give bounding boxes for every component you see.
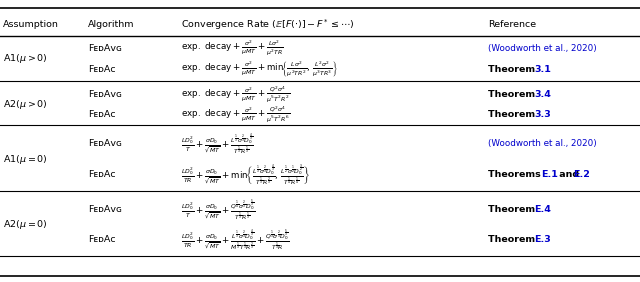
Text: 3.3: 3.3: [534, 110, 551, 118]
Text: Theorems: Theorems: [488, 170, 544, 179]
Text: Theorem: Theorem: [488, 205, 538, 214]
Text: FᴇᴅAᴄ: FᴇᴅAᴄ: [88, 170, 116, 179]
Text: A2$(\mu > 0)$: A2$(\mu > 0)$: [3, 98, 48, 111]
Text: A2$(\mu = 0)$: A2$(\mu = 0)$: [3, 218, 48, 231]
Text: A1$(\mu = 0)$: A1$(\mu = 0)$: [3, 153, 48, 166]
Text: Reference: Reference: [488, 20, 536, 29]
Text: Assumption: Assumption: [3, 20, 59, 29]
Text: E.4: E.4: [534, 205, 551, 214]
Text: $\mathrm{exp.\ decay} + \frac{\sigma^2}{\mu MT} + \min\!\left\{\frac{L\sigma^2}{: $\mathrm{exp.\ decay} + \frac{\sigma^2}{…: [181, 60, 339, 79]
Text: FᴇᴅAᴠɢ: FᴇᴅAᴠɢ: [88, 205, 122, 214]
Text: (Woodworth et al., 2020): (Woodworth et al., 2020): [488, 44, 596, 53]
Text: Theorem: Theorem: [488, 90, 538, 98]
Text: $\mathrm{exp.\ decay} + \frac{\sigma^2}{\mu MT} + \frac{Q^2\sigma^4}{\mu^5 T^2 R: $\mathrm{exp.\ decay} + \frac{\sigma^2}{…: [181, 84, 290, 104]
Text: $\mathrm{exp.\ decay} + \frac{\sigma^2}{\mu MT} + \frac{Q^2\sigma^4}{\mu^5 T^2 R: $\mathrm{exp.\ decay} + \frac{\sigma^2}{…: [181, 104, 290, 124]
Text: Theorem: Theorem: [488, 65, 538, 74]
Text: FᴇᴅAᴄ: FᴇᴅAᴄ: [88, 235, 116, 244]
Text: Algorithm: Algorithm: [88, 20, 135, 29]
Text: FᴇᴅAᴄ: FᴇᴅAᴄ: [88, 65, 116, 74]
Text: $\frac{LD_0^2}{TR} + \frac{\sigma D_0}{\sqrt{MT}} + \min\!\left\{\frac{L^{\frac{: $\frac{LD_0^2}{TR} + \frac{\sigma D_0}{\…: [181, 162, 311, 187]
Text: E.2: E.2: [573, 170, 589, 179]
Text: and: and: [556, 170, 582, 179]
Text: Theorem: Theorem: [488, 110, 538, 118]
Text: FᴇᴅAᴄ: FᴇᴅAᴄ: [88, 110, 116, 118]
Text: $\frac{LD_0^2}{TR} + \frac{\sigma D_0}{\sqrt{MT}} + \frac{L^{\frac{1}{3}}\sigma^: $\frac{LD_0^2}{TR} + \frac{\sigma D_0}{\…: [181, 227, 290, 252]
Text: Convergence Rate $(\mathbb{E}[F(\cdot)] - F^* \leq \cdots)$: Convergence Rate $(\mathbb{E}[F(\cdot)] …: [181, 17, 355, 32]
Text: FᴇᴅAᴠɢ: FᴇᴅAᴠɢ: [88, 44, 122, 53]
Text: 3.4: 3.4: [534, 90, 551, 98]
Text: FᴇᴅAᴠɢ: FᴇᴅAᴠɢ: [88, 90, 122, 98]
Text: (Woodworth et al., 2020): (Woodworth et al., 2020): [488, 139, 596, 148]
Text: FᴇᴅAᴠɢ: FᴇᴅAᴠɢ: [88, 139, 122, 148]
Text: Theorem: Theorem: [488, 235, 538, 244]
Text: $\mathrm{exp.\ decay} + \frac{\sigma^2}{\mu MT} + \frac{L\sigma^2}{\mu^2 TR}$: $\mathrm{exp.\ decay} + \frac{\sigma^2}{…: [181, 39, 284, 58]
Text: 3.1: 3.1: [534, 65, 551, 74]
Text: $\frac{LD_0^2}{T} + \frac{\sigma D_0}{\sqrt{MT}} + \frac{L^{\frac{1}{3}}\sigma^{: $\frac{LD_0^2}{T} + \frac{\sigma D_0}{\s…: [181, 131, 254, 156]
Text: E.1: E.1: [541, 170, 557, 179]
Text: E.3: E.3: [534, 235, 551, 244]
Text: $\frac{LD_0^2}{T} + \frac{\sigma D_0}{\sqrt{MT}} + \frac{Q^{\frac{1}{4}}\sigma^{: $\frac{LD_0^2}{T} + \frac{\sigma D_0}{\s…: [181, 197, 255, 222]
Text: A1$(\mu > 0)$: A1$(\mu > 0)$: [3, 52, 48, 65]
